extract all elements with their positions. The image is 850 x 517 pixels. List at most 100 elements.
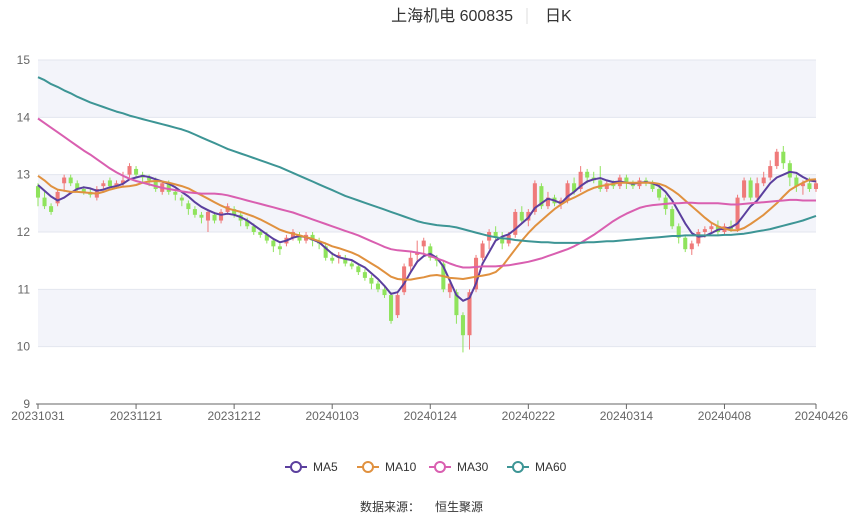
- candle-body: [205, 211, 211, 221]
- candle: [49, 203, 54, 215]
- y-tick-label: 13: [17, 168, 31, 182]
- candle-body: [330, 257, 335, 261]
- x-tick-label: 20231121: [110, 409, 163, 423]
- candle: [55, 189, 60, 207]
- candle-body: [277, 246, 282, 250]
- candle-body: [68, 177, 73, 184]
- candle-body: [369, 277, 374, 284]
- candle: [382, 286, 387, 298]
- candle: [343, 254, 348, 267]
- candle-body: [532, 183, 537, 212]
- data-source: 数据来源： 恒生聚源: [360, 499, 483, 514]
- candle-body: [55, 191, 60, 204]
- candle-body: [271, 240, 276, 247]
- candle-body: [709, 226, 714, 230]
- x-tick-label: 20240314: [600, 409, 654, 423]
- legend-marker: [362, 461, 374, 473]
- legend-marker: [290, 461, 302, 473]
- candle-body: [774, 151, 779, 167]
- candle-body: [408, 257, 413, 267]
- y-tick-label: 15: [17, 53, 31, 67]
- candle-body: [578, 171, 583, 189]
- candle: [709, 223, 714, 232]
- candle: [578, 166, 583, 192]
- x-tick-label: 20240103: [306, 409, 360, 423]
- candle-body: [493, 232, 498, 238]
- candle: [474, 254, 479, 293]
- ma10-line: [37, 174, 817, 281]
- candle: [781, 146, 786, 169]
- candle-body: [500, 237, 505, 244]
- candle-body: [245, 220, 250, 227]
- candle: [68, 174, 73, 187]
- candle-body: [807, 183, 812, 189]
- candle-body: [447, 283, 452, 293]
- ma60-line: [37, 76, 817, 244]
- candle-body: [787, 163, 792, 178]
- candle-body: [545, 197, 550, 207]
- candle: [375, 280, 380, 293]
- candle-body: [258, 232, 263, 235]
- chart-header: 上海机电 600835 日K: [391, 7, 572, 25]
- legend-label: MA30: [457, 460, 489, 474]
- candle-body: [62, 177, 67, 184]
- candle: [408, 252, 413, 273]
- candle-body: [264, 234, 269, 241]
- source-provider: 恒生聚源: [435, 500, 483, 514]
- candle: [519, 206, 524, 224]
- candle-body: [676, 226, 681, 238]
- candle-body: [585, 171, 590, 178]
- candle: [742, 177, 747, 201]
- moving-average-lines: [37, 76, 817, 302]
- source-label: 数据来源：: [360, 499, 420, 514]
- candle-body: [42, 197, 47, 207]
- x-tick-label: 20240222: [502, 409, 556, 423]
- y-axis: 9 10 11 12 13 14 15: [17, 53, 31, 411]
- candle: [768, 160, 773, 181]
- legend-marker: [512, 461, 524, 473]
- candle: [761, 171, 766, 187]
- candle: [689, 240, 694, 255]
- candle-body: [657, 189, 662, 198]
- candle: [323, 243, 328, 261]
- candle-body: [114, 183, 119, 187]
- candle: [101, 180, 106, 189]
- candle-body: [120, 180, 126, 184]
- candle: [487, 229, 492, 250]
- candle-body: [134, 168, 139, 175]
- candle-body: [742, 180, 747, 198]
- band-10: [38, 289, 816, 347]
- candle: [35, 183, 41, 207]
- candle-body: [565, 183, 570, 201]
- candle-body: [219, 211, 224, 221]
- candle-body: [539, 186, 544, 207]
- candle: [683, 234, 688, 253]
- legend-label: MA5: [313, 460, 338, 474]
- candle: [192, 206, 197, 218]
- candle: [500, 232, 505, 250]
- x-tick-label: 20231031: [11, 409, 65, 423]
- candle: [513, 209, 518, 238]
- legend-label: MA60: [535, 460, 567, 474]
- candle-body: [101, 183, 106, 187]
- candle-body: [343, 257, 348, 264]
- candle-body: [75, 183, 80, 189]
- candle: [794, 174, 799, 192]
- candle-body: [748, 180, 753, 198]
- candle-body: [297, 234, 302, 241]
- candle-body: [519, 211, 524, 221]
- candle: [670, 206, 675, 230]
- candle: [421, 237, 426, 255]
- candle-body: [166, 183, 171, 192]
- legend-label: MA10: [385, 460, 417, 474]
- candle: [755, 177, 760, 201]
- candle: [389, 292, 394, 324]
- candle-body: [212, 214, 217, 221]
- candle-body: [153, 180, 158, 189]
- candle-body: [735, 197, 740, 230]
- x-tick-label: 20240426: [795, 409, 849, 423]
- candle-body: [650, 183, 655, 189]
- candle-body: [670, 209, 675, 227]
- candle: [179, 194, 184, 207]
